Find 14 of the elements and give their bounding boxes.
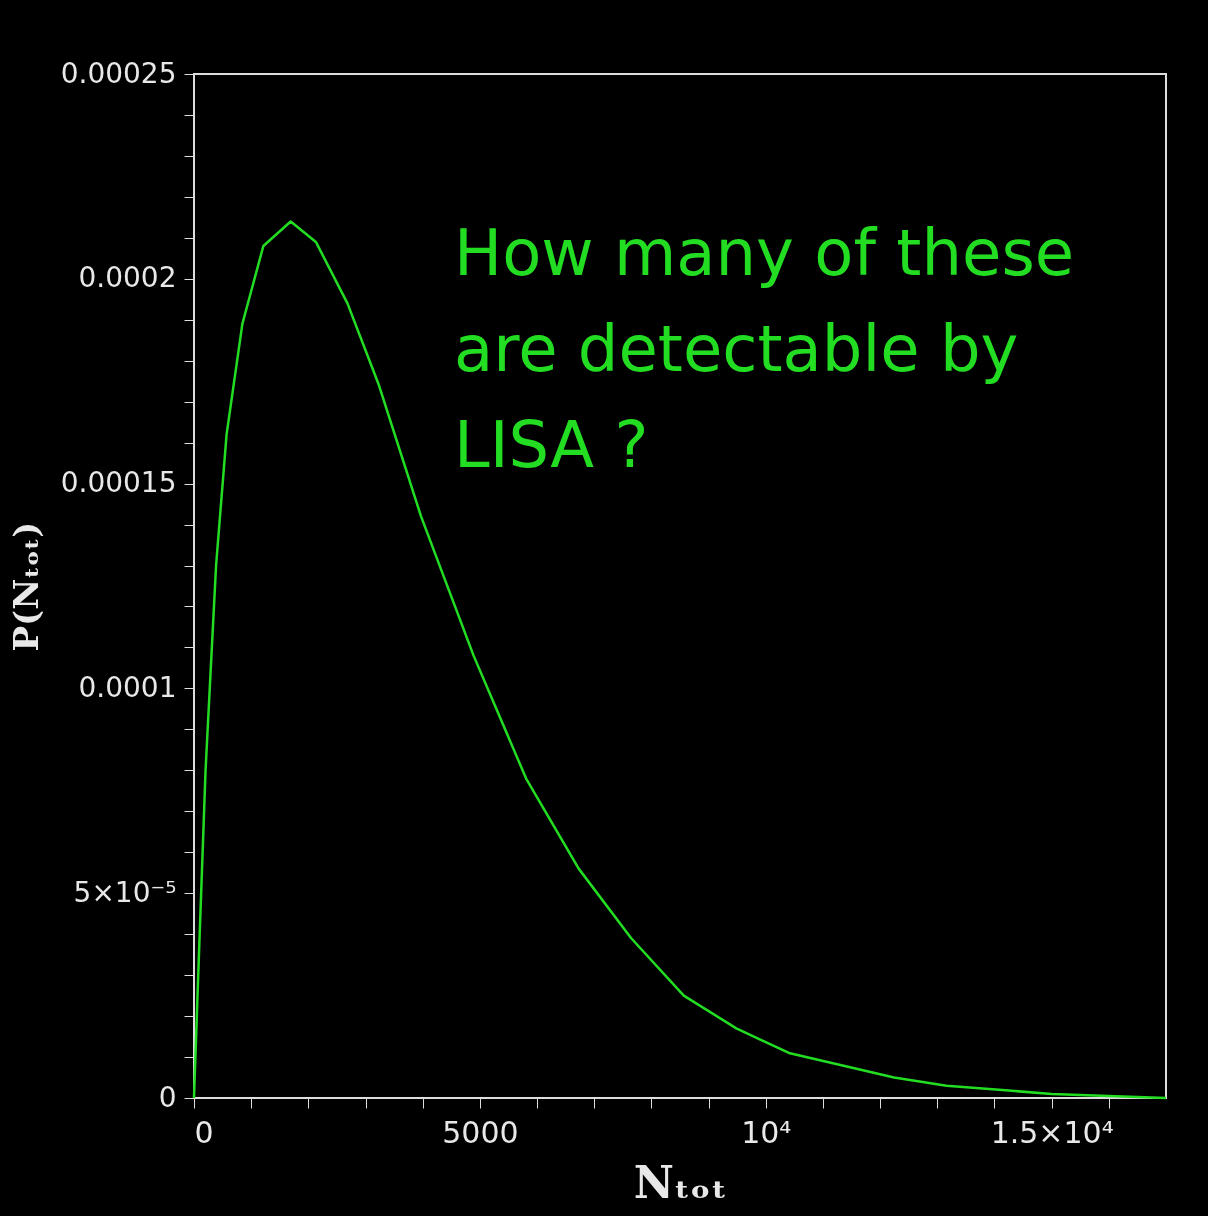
x-tick-label: 5000	[442, 1114, 519, 1150]
annotation: How many of these are detectable by LISA ?	[454, 216, 1075, 482]
y-axis-title: P(Nₜₒₜ)	[5, 521, 46, 652]
y-tick-label: 0	[158, 1080, 177, 1114]
x-tick-label: 1.5×10⁴	[990, 1114, 1114, 1150]
line-series	[192, 220, 1168, 1100]
y-tick-label: 0.00025	[60, 56, 177, 90]
x-axis-title: Nₜₒₜ	[633, 1156, 728, 1208]
y-tick-label: 0.0002	[78, 261, 177, 295]
y-tick-label: 5×10⁻⁵	[73, 875, 177, 909]
y-tick-label: 0.00015	[60, 466, 177, 500]
x-tick-label: 10⁴	[741, 1114, 792, 1150]
x-tick-label: 0	[194, 1114, 214, 1150]
y-tick-label: 0.0001	[78, 670, 177, 704]
